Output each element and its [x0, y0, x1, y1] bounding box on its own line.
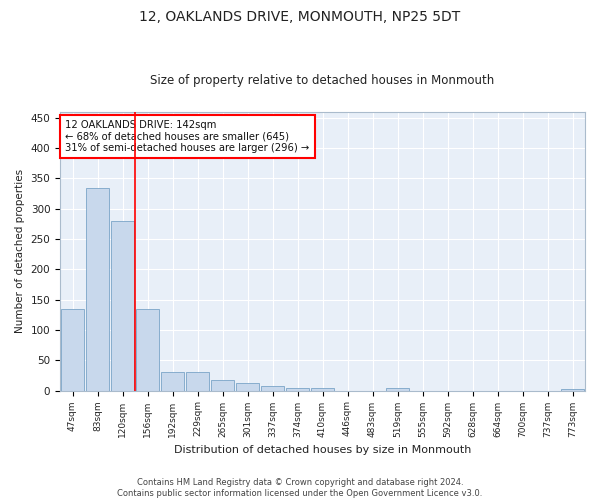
- Bar: [311, 388, 334, 390]
- Text: 12 OAKLANDS DRIVE: 142sqm
← 68% of detached houses are smaller (645)
31% of semi: 12 OAKLANDS DRIVE: 142sqm ← 68% of detac…: [65, 120, 310, 154]
- X-axis label: Distribution of detached houses by size in Monmouth: Distribution of detached houses by size …: [174, 445, 471, 455]
- Bar: [86, 188, 109, 390]
- Text: Contains HM Land Registry data © Crown copyright and database right 2024.
Contai: Contains HM Land Registry data © Crown c…: [118, 478, 482, 498]
- Bar: [110, 221, 134, 390]
- Title: Size of property relative to detached houses in Monmouth: Size of property relative to detached ho…: [151, 74, 494, 87]
- Bar: [260, 386, 284, 390]
- Bar: [236, 384, 259, 390]
- Bar: [161, 372, 184, 390]
- Bar: [386, 388, 409, 390]
- Y-axis label: Number of detached properties: Number of detached properties: [15, 169, 25, 333]
- Bar: [560, 389, 584, 390]
- Bar: [61, 309, 85, 390]
- Bar: [211, 380, 235, 390]
- Bar: [185, 372, 209, 390]
- Bar: [136, 309, 160, 390]
- Bar: [286, 388, 310, 390]
- Text: 12, OAKLANDS DRIVE, MONMOUTH, NP25 5DT: 12, OAKLANDS DRIVE, MONMOUTH, NP25 5DT: [139, 10, 461, 24]
